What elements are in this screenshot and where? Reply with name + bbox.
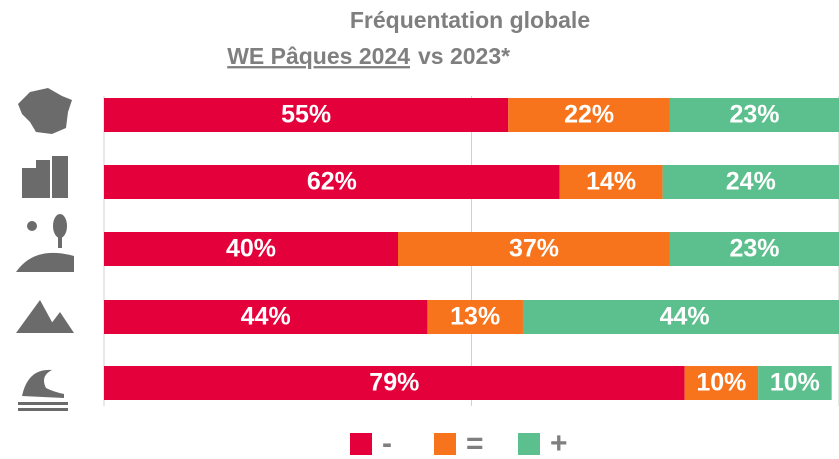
value-label: 13% [450, 303, 500, 331]
bar-segment [669, 98, 839, 132]
value-label: 44% [241, 303, 291, 331]
bar-segment [104, 300, 428, 334]
legend-label: - [382, 427, 392, 459]
value-label: 22% [564, 101, 614, 129]
icon-mountain [16, 300, 74, 333]
bar-segment [427, 300, 523, 334]
value-label: 14% [586, 168, 636, 196]
icon-france [18, 88, 72, 134]
bar-segment [508, 98, 670, 132]
bar-segment [662, 165, 839, 199]
chart-subtitle: vs 2023* [418, 43, 510, 69]
value-label: 10% [696, 369, 746, 397]
bar-segment [104, 165, 560, 199]
value-label: 79% [369, 369, 419, 397]
legend-swatch [518, 433, 540, 455]
bar-segment [398, 232, 670, 266]
value-label: 44% [660, 303, 710, 331]
value-label: 40% [226, 235, 276, 263]
value-label: 37% [509, 235, 559, 263]
legend-label: = [466, 427, 484, 459]
bar-segment [559, 165, 663, 199]
value-label: 10% [770, 369, 820, 397]
bar-segment [104, 366, 685, 400]
bar-segment [104, 98, 509, 132]
bar-segment [104, 232, 398, 266]
value-label: 62% [307, 168, 357, 196]
value-label: 23% [729, 101, 779, 129]
icon-countryside [16, 214, 74, 272]
value-label: 24% [726, 168, 776, 196]
icon-city [22, 156, 68, 198]
legend-swatch [434, 433, 456, 455]
bar-segment [522, 300, 839, 334]
icon-sea [18, 369, 68, 411]
bar-segment [669, 232, 839, 266]
bar-segment [684, 366, 759, 400]
chart-title: Fréquentation globale [350, 7, 590, 33]
value-label: 55% [281, 101, 331, 129]
value-label: 23% [729, 235, 779, 263]
bar-segment [758, 366, 832, 400]
category-icons [16, 88, 74, 411]
legend-swatch [350, 433, 372, 455]
chart-subtitle: WE Pâques 2024 [227, 43, 410, 69]
legend-label: + [550, 427, 568, 459]
